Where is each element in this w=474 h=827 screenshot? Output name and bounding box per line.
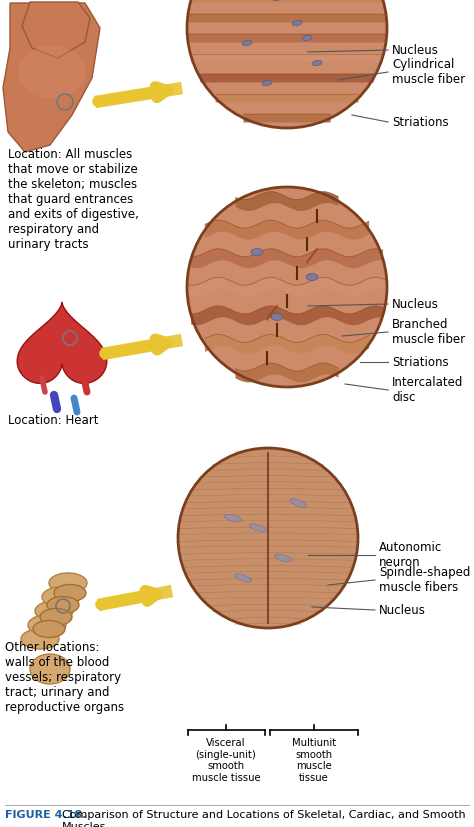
Ellipse shape [54,585,86,601]
Polygon shape [191,249,383,268]
Ellipse shape [224,514,242,522]
Polygon shape [205,220,369,240]
Text: Striations: Striations [392,356,448,369]
Ellipse shape [35,601,73,621]
Ellipse shape [251,248,263,256]
Text: Spindle-shaped
muscle fibers: Spindle-shaped muscle fibers [379,566,470,594]
FancyBboxPatch shape [244,113,330,122]
Ellipse shape [21,629,59,649]
Text: Multiunit
smooth
muscle
tissue: Multiunit smooth muscle tissue [292,738,336,783]
Text: Skeletal muscle: Skeletal muscle [195,16,355,34]
Text: Cylindrical
muscle fiber: Cylindrical muscle fiber [392,58,465,86]
Polygon shape [191,306,383,325]
Ellipse shape [49,573,87,593]
Text: Location: All muscles
that move or stabilize
the skeleton; muscles
that guard en: Location: All muscles that move or stabi… [8,148,139,251]
FancyBboxPatch shape [191,54,383,63]
Ellipse shape [290,499,306,508]
Text: Intercalated
disc: Intercalated disc [392,376,464,404]
Ellipse shape [42,587,80,607]
Polygon shape [22,2,90,58]
Text: Nucleus: Nucleus [392,44,439,56]
Ellipse shape [33,620,65,638]
Polygon shape [205,334,369,354]
Ellipse shape [271,313,283,321]
Ellipse shape [18,46,86,98]
Ellipse shape [40,609,72,625]
Circle shape [187,187,387,387]
Circle shape [187,0,387,128]
Ellipse shape [312,60,322,65]
FancyBboxPatch shape [216,93,358,103]
Text: Comparison of Structure and Locations of Skeletal, Cardiac, and Smooth Muscles: Comparison of Structure and Locations of… [62,810,465,827]
Text: Nucleus: Nucleus [392,298,439,310]
Text: Cardiac muscle: Cardiac muscle [199,264,352,282]
FancyBboxPatch shape [188,13,386,22]
Ellipse shape [306,274,318,280]
Text: Visceral
(single-unit)
smooth
muscle tissue: Visceral (single-unit) smooth muscle tis… [191,738,260,783]
Text: Nucleus: Nucleus [379,604,426,616]
Ellipse shape [28,615,66,635]
Ellipse shape [30,654,70,684]
Polygon shape [17,303,107,384]
Text: Striations: Striations [392,116,448,128]
Ellipse shape [302,36,312,41]
Ellipse shape [249,524,266,532]
Circle shape [178,448,358,628]
Text: Branched
muscle fiber: Branched muscle fiber [392,318,465,346]
Polygon shape [3,3,100,152]
Text: FIGURE 4.18.: FIGURE 4.18. [5,810,86,820]
Ellipse shape [47,596,79,614]
Ellipse shape [242,41,252,45]
Text: Autonomic
neuron: Autonomic neuron [379,541,442,569]
Text: Location: Heart: Location: Heart [8,414,99,427]
Ellipse shape [262,80,272,86]
Polygon shape [236,192,338,211]
Text: Smooth muscle: Smooth muscle [181,521,336,539]
FancyBboxPatch shape [188,34,386,42]
Polygon shape [236,363,338,382]
Ellipse shape [235,574,252,582]
FancyBboxPatch shape [201,74,374,83]
Ellipse shape [274,554,292,562]
Polygon shape [187,277,387,297]
FancyBboxPatch shape [191,0,383,2]
Text: Other locations:
walls of the blood
vessels; respiratory
tract; urinary and
repr: Other locations: walls of the blood vess… [5,641,124,714]
Ellipse shape [292,21,302,26]
